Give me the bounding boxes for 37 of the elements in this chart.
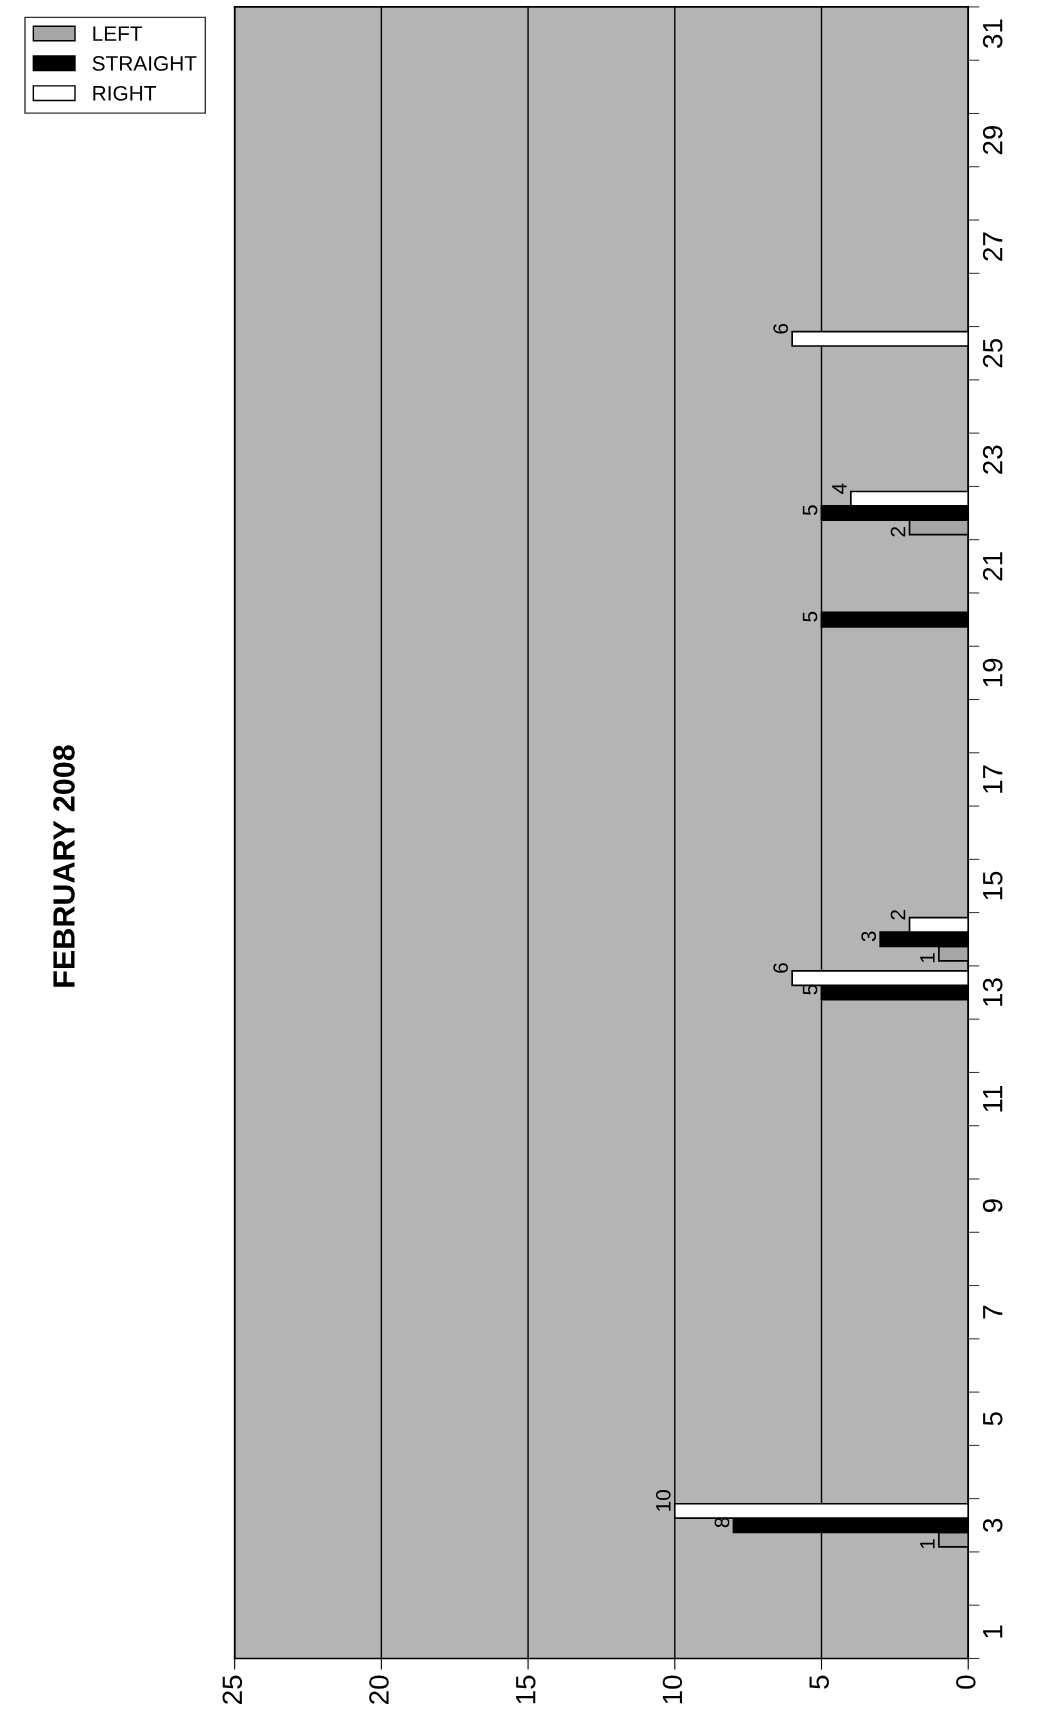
data-label: 1 [920, 953, 935, 963]
data-label: 6 [773, 323, 789, 334]
x-tick-label: 20 [369, 1675, 389, 1704]
data-label: 1 [920, 1539, 935, 1549]
y-tick-label: 3 [982, 1518, 1003, 1532]
text: FEBRUARY 2008 [53, 745, 75, 987]
y-tick-label: 15 [983, 871, 1003, 900]
x-tick-label: 0 [956, 1675, 976, 1689]
data-label: 2 [890, 910, 906, 920]
y-tick-label: 17 [983, 765, 1003, 793]
y-tick-label: 25 [982, 338, 1003, 368]
y-tick-label: 13 [982, 978, 1003, 1006]
y-tick-label: 21 [982, 552, 1003, 581]
data-label: 4 [832, 483, 847, 494]
y-tick-label: 27 [982, 232, 1003, 261]
y-tick-label: 5 [983, 1412, 1003, 1426]
data-label: 6 [773, 963, 789, 973]
legend-label: RIGHT [93, 85, 156, 101]
legend-label: LEFT [93, 26, 143, 41]
y-tick-label: 29 [982, 125, 1003, 155]
legend-label: STRAIGHT [92, 56, 197, 71]
y-tick-label: 23 [982, 445, 1003, 474]
data-label: 3 [861, 931, 877, 942]
x-tick-label: 25 [222, 1675, 243, 1704]
y-tick-label: 7 [983, 1305, 1003, 1319]
y-tick-label: 31 [982, 19, 1003, 48]
y-tick-label: 9 [982, 1199, 1003, 1213]
data-label: 10 [655, 1490, 671, 1511]
x-tick-label: 5 [809, 1675, 829, 1689]
data-label: 5 [802, 611, 818, 622]
y-tick-label: 19 [982, 658, 1003, 687]
data-label: 2 [890, 526, 906, 537]
data-label: 5 [802, 505, 818, 516]
x-tick-label: 15 [516, 1675, 536, 1704]
y-tick-label: 1 [983, 1625, 1003, 1638]
y-tick-label: 11 [983, 1086, 1003, 1112]
x-tick-label: 10 [662, 1675, 683, 1704]
